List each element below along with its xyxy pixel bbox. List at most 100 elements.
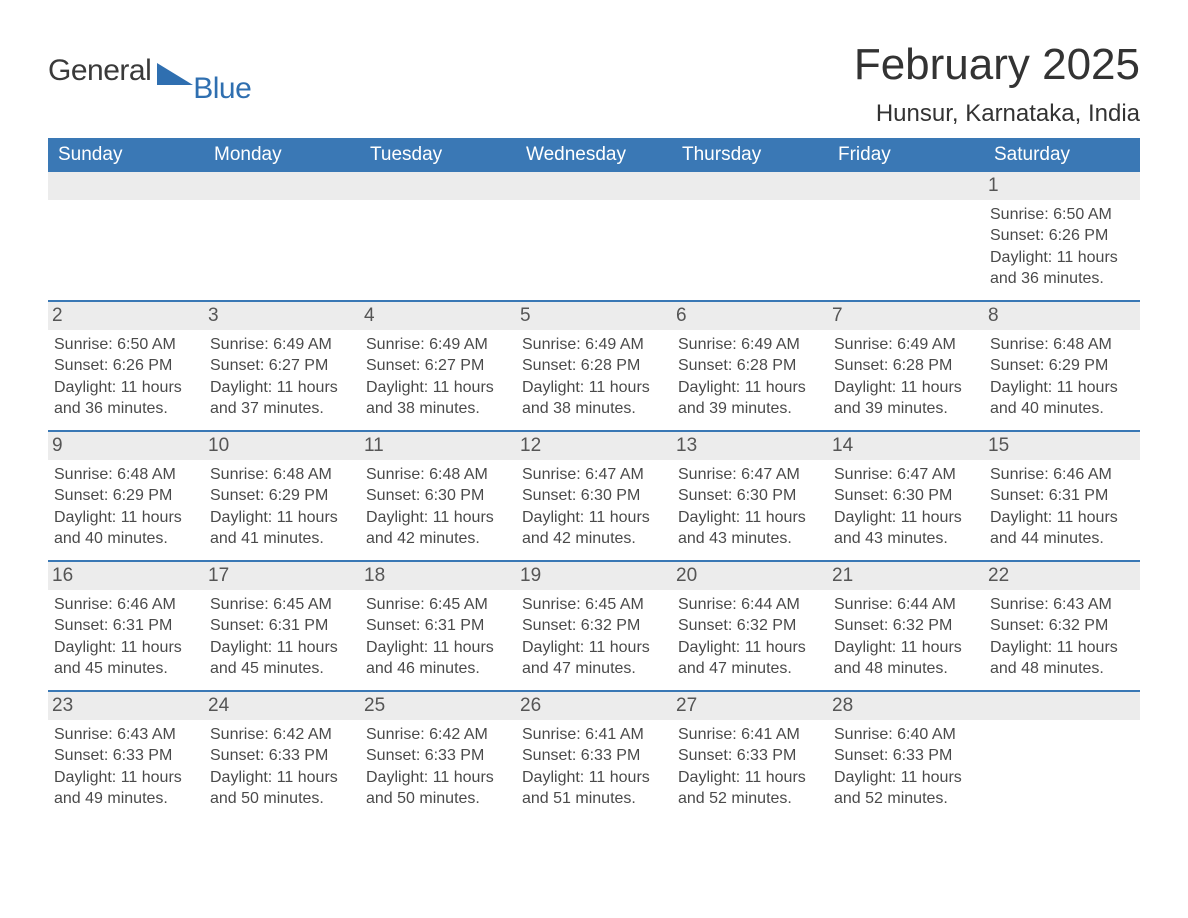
- day-cell: 15Sunrise: 6:46 AMSunset: 6:31 PMDayligh…: [984, 432, 1140, 560]
- daylight-line: Daylight: 11 hours and 44 minutes.: [990, 507, 1134, 550]
- logo-triangle-icon: [157, 63, 193, 85]
- daylight-line: Daylight: 11 hours and 43 minutes.: [678, 507, 822, 550]
- day-number: 26: [516, 692, 672, 720]
- sunset-line: Sunset: 6:33 PM: [366, 745, 510, 767]
- sunrise-line: Sunrise: 6:43 AM: [54, 724, 198, 746]
- day-number: 12: [516, 432, 672, 460]
- logo-text-general: General: [48, 54, 151, 88]
- sunrise-line: Sunrise: 6:47 AM: [678, 464, 822, 486]
- day-info: Sunrise: 6:49 AMSunset: 6:27 PMDaylight:…: [210, 334, 354, 420]
- sunset-line: Sunset: 6:29 PM: [54, 485, 198, 507]
- calendar-body: ......1Sunrise: 6:50 AMSunset: 6:26 PMDa…: [48, 172, 1140, 820]
- day-cell: .: [360, 172, 516, 300]
- weekday-header: Monday: [204, 138, 360, 172]
- weekday-header: Sunday: [48, 138, 204, 172]
- day-cell: 22Sunrise: 6:43 AMSunset: 6:32 PMDayligh…: [984, 562, 1140, 690]
- sunset-line: Sunset: 6:33 PM: [210, 745, 354, 767]
- sunset-line: Sunset: 6:29 PM: [990, 355, 1134, 377]
- day-number: 2: [48, 302, 204, 330]
- sunset-line: Sunset: 6:29 PM: [210, 485, 354, 507]
- sunset-line: Sunset: 6:27 PM: [366, 355, 510, 377]
- calendar-week-row: ......1Sunrise: 6:50 AMSunset: 6:26 PMDa…: [48, 172, 1140, 300]
- month-title: February 2025: [854, 40, 1140, 90]
- day-number: .: [48, 172, 204, 200]
- sunset-line: Sunset: 6:31 PM: [210, 615, 354, 637]
- day-number: 14: [828, 432, 984, 460]
- daylight-line: Daylight: 11 hours and 49 minutes.: [54, 767, 198, 810]
- sunrise-line: Sunrise: 6:48 AM: [54, 464, 198, 486]
- day-cell: 9 Sunrise: 6:48 AMSunset: 6:29 PMDaylight…: [48, 432, 204, 560]
- day-info: Sunrise: 6:47 AMSunset: 6:30 PMDaylight:…: [678, 464, 822, 550]
- day-number: 8: [984, 302, 1140, 330]
- day-cell: 20Sunrise: 6:44 AMSunset: 6:32 PMDayligh…: [672, 562, 828, 690]
- day-cell: 19Sunrise: 6:45 AMSunset: 6:32 PMDayligh…: [516, 562, 672, 690]
- daylight-line: Daylight: 11 hours and 46 minutes.: [366, 637, 510, 680]
- day-cell: 11 Sunrise: 6:48 AMSunset: 6:30 PMDayligh…: [360, 432, 516, 560]
- day-cell: 1Sunrise: 6:50 AMSunset: 6:26 PMDaylight…: [984, 172, 1140, 300]
- day-cell: 13Sunrise: 6:47 AMSunset: 6:30 PMDayligh…: [672, 432, 828, 560]
- sunrise-line: Sunrise: 6:48 AM: [210, 464, 354, 486]
- daylight-line: Daylight: 11 hours and 37 minutes.: [210, 377, 354, 420]
- day-cell: 10Sunrise: 6:48 AMSunset: 6:29 PMDayligh…: [204, 432, 360, 560]
- daylight-line: Daylight: 11 hours and 36 minutes.: [990, 247, 1134, 290]
- day-number: 18: [360, 562, 516, 590]
- daylight-line: Daylight: 11 hours and 52 minutes.: [678, 767, 822, 810]
- day-cell: 28Sunrise: 6:40 AMSunset: 6:33 PMDayligh…: [828, 692, 984, 820]
- day-info: Sunrise: 6:48 AMSunset: 6:30 PMDaylight:…: [366, 464, 510, 550]
- day-info: Sunrise: 6:42 AMSunset: 6:33 PMDaylight:…: [210, 724, 354, 810]
- day-number: 5: [516, 302, 672, 330]
- day-number: 25: [360, 692, 516, 720]
- daylight-line: Daylight: 11 hours and 48 minutes.: [990, 637, 1134, 680]
- weekday-header: Wednesday: [516, 138, 672, 172]
- logo: General Blue: [48, 40, 251, 88]
- day-cell: 25 Sunrise: 6:42 AMSunset: 6:33 PMDayligh…: [360, 692, 516, 820]
- sunset-line: Sunset: 6:31 PM: [990, 485, 1134, 507]
- day-cell: 5 Sunrise: 6:49 AMSunset: 6:28 PMDaylight…: [516, 302, 672, 430]
- daylight-line: Daylight: 11 hours and 50 minutes.: [366, 767, 510, 810]
- sunrise-line: Sunrise: 6:47 AM: [834, 464, 978, 486]
- day-info: Sunrise: 6:50 AMSunset: 6:26 PMDaylight:…: [990, 204, 1134, 290]
- sunrise-line: Sunrise: 6:41 AM: [522, 724, 666, 746]
- day-number: 27: [672, 692, 828, 720]
- day-cell: .: [516, 172, 672, 300]
- day-number: 3: [204, 302, 360, 330]
- day-info: Sunrise: 6:47 AMSunset: 6:30 PMDaylight:…: [834, 464, 978, 550]
- sunrise-line: Sunrise: 6:49 AM: [366, 334, 510, 356]
- day-number: 23: [48, 692, 204, 720]
- day-cell: 3 Sunrise: 6:49 AMSunset: 6:27 PMDaylight…: [204, 302, 360, 430]
- day-info: Sunrise: 6:50 AMSunset: 6:26 PMDaylight:…: [54, 334, 198, 420]
- day-number: 9: [48, 432, 204, 460]
- day-cell: .: [672, 172, 828, 300]
- day-info: Sunrise: 6:42 AMSunset: 6:33 PMDaylight:…: [366, 724, 510, 810]
- daylight-line: Daylight: 11 hours and 41 minutes.: [210, 507, 354, 550]
- sunrise-line: Sunrise: 6:41 AM: [678, 724, 822, 746]
- day-number: 15: [984, 432, 1140, 460]
- day-info: Sunrise: 6:49 AMSunset: 6:28 PMDaylight:…: [522, 334, 666, 420]
- weekday-header-row: SundayMondayTuesdayWednesdayThursdayFrid…: [48, 138, 1140, 172]
- sunrise-line: Sunrise: 6:42 AM: [366, 724, 510, 746]
- day-info: Sunrise: 6:47 AMSunset: 6:30 PMDaylight:…: [522, 464, 666, 550]
- daylight-line: Daylight: 11 hours and 45 minutes.: [54, 637, 198, 680]
- sunrise-line: Sunrise: 6:47 AM: [522, 464, 666, 486]
- location-subtitle: Hunsur, Karnataka, India: [854, 100, 1140, 128]
- sunrise-line: Sunrise: 6:49 AM: [210, 334, 354, 356]
- day-number: 11: [360, 432, 516, 460]
- day-number: 6: [672, 302, 828, 330]
- sunset-line: Sunset: 6:28 PM: [522, 355, 666, 377]
- day-number: 20: [672, 562, 828, 590]
- day-info: Sunrise: 6:48 AMSunset: 6:29 PMDaylight:…: [54, 464, 198, 550]
- day-cell: 4Sunrise: 6:49 AMSunset: 6:27 PMDaylight…: [360, 302, 516, 430]
- daylight-line: Daylight: 11 hours and 38 minutes.: [366, 377, 510, 420]
- day-number: 19: [516, 562, 672, 590]
- day-info: Sunrise: 6:49 AMSunset: 6:28 PMDaylight:…: [678, 334, 822, 420]
- sunrise-line: Sunrise: 6:44 AM: [834, 594, 978, 616]
- sunset-line: Sunset: 6:27 PM: [210, 355, 354, 377]
- day-info: Sunrise: 6:45 AMSunset: 6:31 PMDaylight:…: [366, 594, 510, 680]
- day-cell: 14 Sunrise: 6:47 AMSunset: 6:30 PMDayligh…: [828, 432, 984, 560]
- calendar-week-row: 16Sunrise: 6:46 AMSunset: 6:31 PMDayligh…: [48, 560, 1140, 690]
- sunrise-line: Sunrise: 6:46 AM: [54, 594, 198, 616]
- day-cell: 6 Sunrise: 6:49 AMSunset: 6:28 PMDaylight…: [672, 302, 828, 430]
- day-cell: .: [204, 172, 360, 300]
- day-info: Sunrise: 6:49 AMSunset: 6:28 PMDaylight:…: [834, 334, 978, 420]
- day-cell: 24Sunrise: 6:42 AMSunset: 6:33 PMDayligh…: [204, 692, 360, 820]
